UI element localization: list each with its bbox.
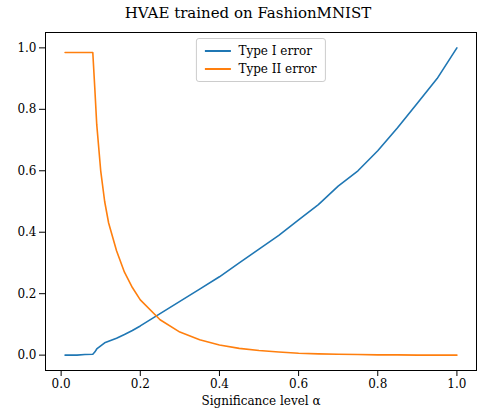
- html-text:Type II error: Type II error: [238, 62, 317, 76]
- svg-text:0.8: 0.8: [368, 377, 387, 391]
- html-text:HVAE trained on FashionMNIST: HVAE trained on FashionMNIST: [124, 4, 372, 22]
- svg-text:0.0: 0.0: [17, 348, 36, 362]
- svg-text:0.6: 0.6: [17, 164, 36, 178]
- svg-text:0.6: 0.6: [289, 377, 308, 391]
- svg-text:0.0: 0.0: [52, 377, 71, 391]
- svg-text:Significance level α: Significance level α: [201, 394, 320, 408]
- svg-text:1.0: 1.0: [17, 41, 36, 55]
- html-text:Type I error: Type I error: [238, 44, 312, 58]
- svg-text:0.4: 0.4: [210, 377, 229, 391]
- svg-text:0.2: 0.2: [17, 287, 36, 301]
- svg-text:0.2: 0.2: [131, 377, 150, 391]
- svg-text:0.8: 0.8: [17, 102, 36, 116]
- svg-text:1.0: 1.0: [447, 377, 466, 391]
- svg-text:0.4: 0.4: [17, 225, 36, 239]
